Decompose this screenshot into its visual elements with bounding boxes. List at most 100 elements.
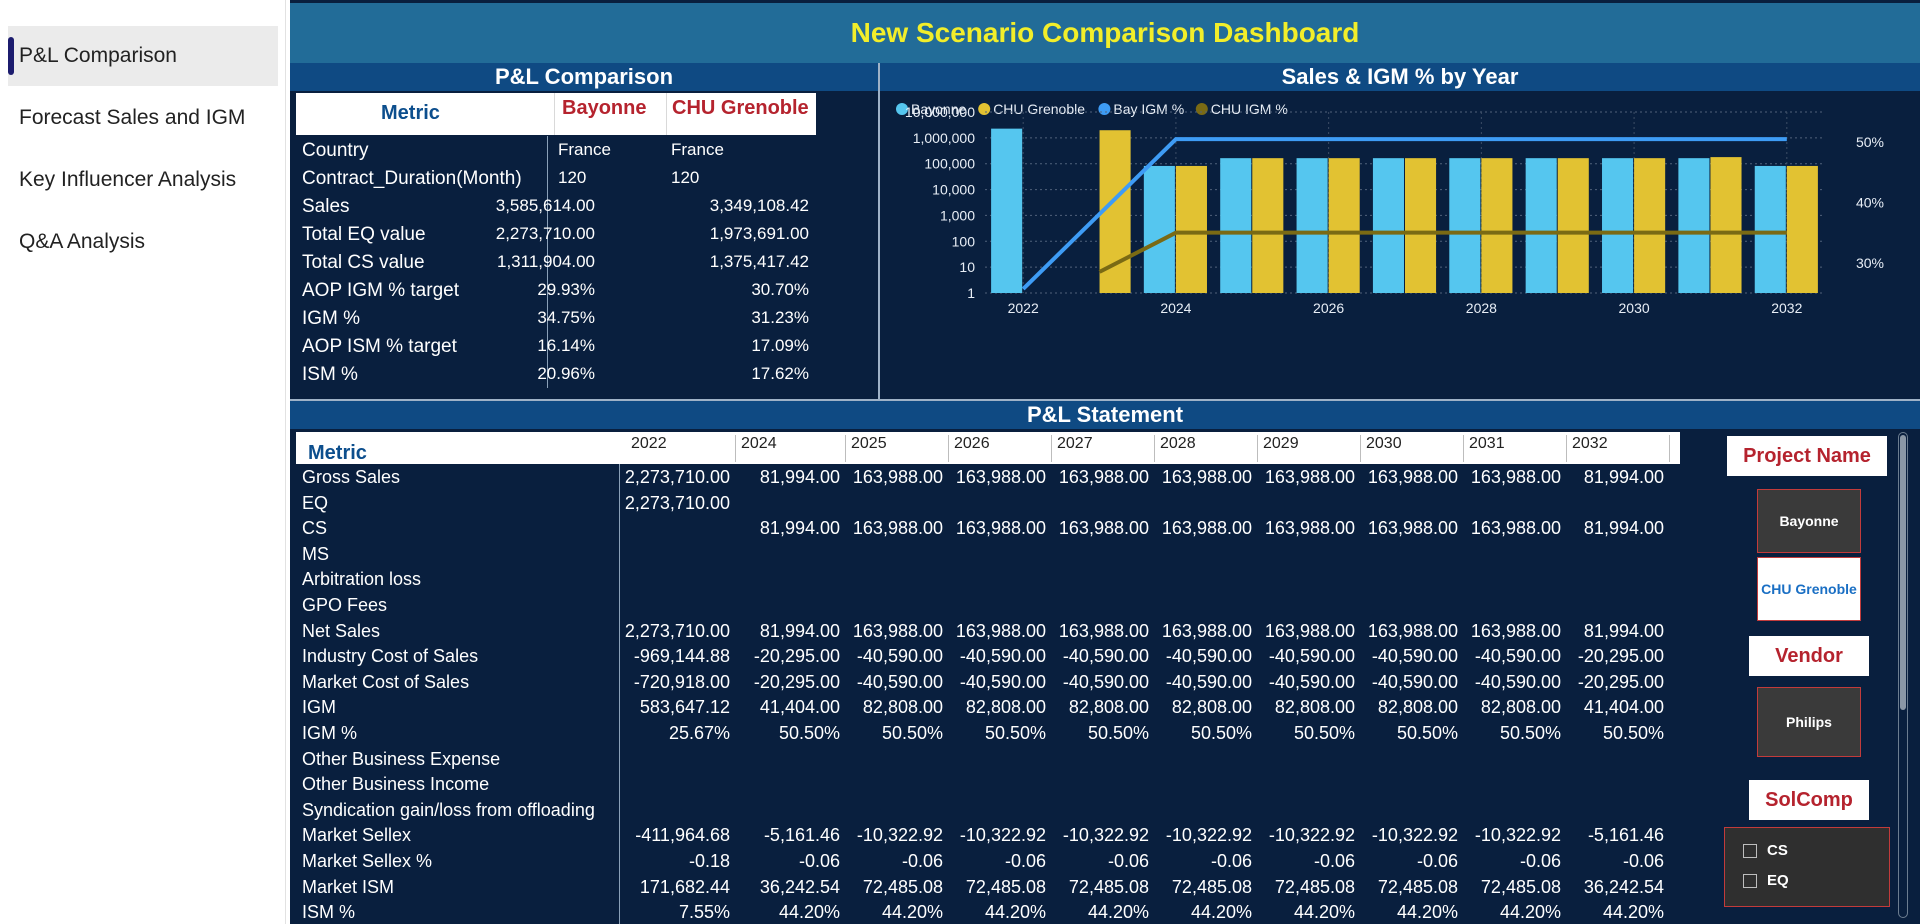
statement-cell: -40,590.00 xyxy=(959,671,1046,692)
statement-cell: 72,485.08 xyxy=(1171,876,1252,897)
checkbox-icon[interactable] xyxy=(1743,873,1757,888)
statement-row: Net Sales 2,273,710.00 81,994.00 163,988.00… xyxy=(296,620,1680,645)
bar-chu-grenoble xyxy=(1252,158,1284,293)
comparison-row: IGM % 34.75% 31.23% xyxy=(296,305,816,333)
statement-cell: 44.20% xyxy=(778,902,840,923)
year-column-header[interactable]: 2031 xyxy=(1464,435,1567,462)
chu-header: CHU Grenoble xyxy=(672,97,809,119)
solcomp-slicer: CS EQ xyxy=(1724,827,1890,907)
statement-cell: 163,988.00 xyxy=(852,620,943,641)
year-column-header[interactable]: 2029 xyxy=(1258,435,1361,462)
y-tick-label: 10 xyxy=(959,259,975,275)
year-column-header[interactable]: 2027 xyxy=(1052,435,1155,462)
nav-item-label: Forecast Sales and IGM xyxy=(19,106,246,129)
statement-cell: -40,590.00 xyxy=(856,671,943,692)
nav-item-forecast[interactable]: Forecast Sales and IGM xyxy=(8,88,278,148)
statement-row-label: Market ISM xyxy=(302,876,395,897)
statement-cell: 163,988.00 xyxy=(1367,467,1458,487)
bar-chu-grenoble xyxy=(1710,157,1742,293)
statement-cell: 163,988.00 xyxy=(852,467,943,487)
comparison-value-chu: 120 xyxy=(671,168,700,187)
y-tick-label: 1,000 xyxy=(940,207,975,223)
statement-cell: 163,988.00 xyxy=(1367,620,1458,641)
statement-cell: -20,295.00 xyxy=(1577,646,1664,667)
legend-label: CHU IGM % xyxy=(1211,101,1288,117)
bar-bayonne xyxy=(1678,158,1710,293)
nav-item-key-influencer[interactable]: Key Influencer Analysis xyxy=(8,150,278,210)
vendor-option-philips[interactable]: Philips xyxy=(1757,687,1861,757)
statement-cell: 36,242.54 xyxy=(759,876,840,897)
comparison-value-bayonne: 29.93% xyxy=(537,280,595,299)
statement-cell: 163,988.00 xyxy=(1264,620,1355,641)
x-tick-label: 2030 xyxy=(1619,300,1650,316)
chart-title: Sales & IGM % by Year xyxy=(880,63,1920,91)
nav-item-qa-analysis[interactable]: Q&A Analysis xyxy=(8,212,278,272)
statement-cell: -40,590.00 xyxy=(959,646,1046,667)
statement-cell: 163,988.00 xyxy=(1058,620,1149,641)
solcomp-option-label: EQ xyxy=(1767,872,1789,889)
comparison-value-bayonne: 3,585,614.00 xyxy=(495,196,595,215)
statement-cell: -0.18 xyxy=(688,851,730,871)
statement-cell: 44.20% xyxy=(1602,902,1664,923)
statement-cell: 72,485.08 xyxy=(1480,876,1561,897)
project-option-bayonne[interactable]: Bayonne xyxy=(1757,489,1861,553)
statement-cell: 7.55% xyxy=(678,902,730,923)
header-divider xyxy=(554,93,555,135)
project-option-chu-grenoble[interactable]: CHU Grenoble xyxy=(1757,557,1861,621)
legend-marker xyxy=(978,103,991,115)
statement-cell: 50.50% xyxy=(881,723,943,743)
header-divider xyxy=(666,93,667,135)
x-tick-label: 2032 xyxy=(1771,300,1802,316)
comparison-value-bayonne: 16.14% xyxy=(537,336,595,355)
comparison-row: Country France France xyxy=(296,137,816,165)
statement-row: Gross Sales 2,273,710.00 81,994.00 163,988.… xyxy=(296,466,1680,491)
active-indicator xyxy=(8,37,14,75)
scrollbar-thumb[interactable] xyxy=(1900,435,1906,710)
statement-row: Syndication gain/loss from offloading xyxy=(296,799,1680,824)
statement-cell: 50.50% xyxy=(1293,723,1355,743)
statement-row-label: Gross Sales xyxy=(302,467,401,487)
statement-cell: -40,590.00 xyxy=(856,646,943,667)
statement-row: Other Business Income xyxy=(296,773,1680,798)
comparison-value-chu: France xyxy=(671,140,724,159)
statement-cell: -10,322.92 xyxy=(1062,825,1149,846)
statement-cell: 41,404.00 xyxy=(759,697,840,718)
year-column-header[interactable]: 2025 xyxy=(846,435,949,462)
year-column-header[interactable]: 2026 xyxy=(949,435,1052,462)
year-column-header[interactable]: 2028 xyxy=(1155,435,1258,462)
report-canvas: New Scenario Comparison Dashboard P&L Co… xyxy=(290,0,1920,924)
year-column-header[interactable]: 2032 xyxy=(1567,435,1670,462)
comparison-row: AOP ISM % target 16.14% 17.09% xyxy=(296,333,816,361)
nav-item-pl-comparison[interactable]: P&L Comparison xyxy=(8,26,278,86)
statement-scrollbar[interactable] xyxy=(1898,432,1908,918)
statement-row-label: Net Sales xyxy=(302,620,381,641)
statement-cell: -40,590.00 xyxy=(1268,671,1355,692)
statement-row: Market Sellex % -0.18 -0.06 -0.06 -0.06 -0.06… xyxy=(296,850,1680,875)
statement-row: IGM 583,647.12 41,404.00 82,808.00 82,808.00… xyxy=(296,696,1680,721)
statement-cell: 50.50% xyxy=(1087,723,1149,743)
year-column-header[interactable]: 2024 xyxy=(736,435,846,462)
year-column-header[interactable]: 2030 xyxy=(1361,435,1464,462)
statement-header: Metric 2022 2024 2025 2026 2027 2028 2029 2030 2… xyxy=(296,432,1680,464)
solcomp-option-eq[interactable]: EQ xyxy=(1743,872,1789,889)
statement-row-label: Market Sellex % xyxy=(302,851,433,871)
statement-cell: 163,988.00 xyxy=(955,467,1046,487)
statement-row: ISM % 7.55% 44.20% 44.20% 44.20% 44.20% 44.20%… xyxy=(296,901,1680,924)
statement-cell: 82,808.00 xyxy=(1171,697,1252,718)
bar-bayonne xyxy=(991,128,1023,293)
legend-label: CHU Grenoble xyxy=(993,101,1085,117)
checkbox-icon[interactable] xyxy=(1743,843,1757,858)
statement-cell: -10,322.92 xyxy=(856,825,943,846)
bar-chu-grenoble xyxy=(1328,158,1360,293)
solcomp-option-cs[interactable]: CS xyxy=(1743,842,1788,859)
statement-row-label: Other Business Expense xyxy=(302,748,501,769)
comparison-metric: Total CS value xyxy=(302,252,425,273)
statement-row: MS xyxy=(296,543,1680,568)
y-tick-label: 10,000,000 xyxy=(905,104,975,120)
statement-cell: 50.50% xyxy=(984,723,1046,743)
statement-cell: 163,988.00 xyxy=(1470,620,1561,641)
bar-bayonne xyxy=(1220,158,1252,293)
statement-cell: 163,988.00 xyxy=(1264,467,1355,487)
year-column-header[interactable]: 2022 xyxy=(626,435,736,462)
statement-cell: -40,590.00 xyxy=(1474,646,1561,667)
